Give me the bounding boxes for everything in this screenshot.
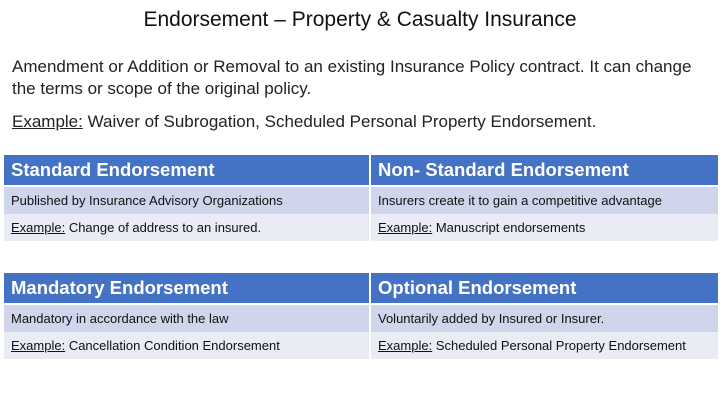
example-text: Cancellation Condition Endorsement: [65, 338, 280, 353]
table-header-row: Mandatory Endorsement Optional Endorseme…: [4, 273, 720, 304]
cell-standard-example: Example: Change of address to an insured…: [4, 214, 371, 241]
mandatory-vs-optional-table: Mandatory Endorsement Optional Endorseme…: [4, 273, 720, 359]
example-text: Change of address to an insured.: [65, 220, 262, 235]
example-text: Waiver of Subrogation, Scheduled Persona…: [82, 112, 597, 131]
header-mandatory: Mandatory Endorsement: [4, 273, 371, 304]
header-non-standard: Non- Standard Endorsement: [370, 155, 720, 186]
table-row: Example: Cancellation Condition Endorsem…: [4, 332, 720, 359]
table-row: Published by Insurance Advisory Organiza…: [4, 185, 720, 214]
table-header-row: Standard Endorsement Non- Standard Endor…: [4, 155, 720, 186]
cell-non-standard-example: Example: Manuscript endorsements: [370, 214, 720, 241]
cell-optional-example: Example: Scheduled Personal Property End…: [370, 332, 720, 359]
table-row: Example: Change of address to an insured…: [4, 214, 720, 241]
slide-title: Endorsement – Property & Casualty Insura…: [143, 8, 577, 31]
cell-optional-description: Voluntarily added by Insured or Insurer.: [370, 303, 720, 332]
cell-standard-description: Published by Insurance Advisory Organiza…: [4, 185, 371, 214]
example-label: Example:: [11, 338, 66, 353]
cell-mandatory-description: Mandatory in accordance with the law: [4, 303, 371, 332]
example-label: Example:: [11, 220, 66, 235]
cell-non-standard-description: Insurers create it to gain a competitive…: [370, 185, 720, 214]
definition-text: Amendment or Addition or Removal to an e…: [12, 57, 692, 98]
example-label: Example:: [378, 220, 433, 235]
header-optional: Optional Endorsement: [370, 273, 720, 304]
table-row: Mandatory in accordance with the law Vol…: [4, 303, 720, 332]
example-label: Example:: [378, 338, 433, 353]
example-line: Example: Waiver of Subrogation, Schedule…: [12, 112, 596, 132]
example-label: Example:: [12, 112, 83, 131]
standard-vs-nonstandard-table: Standard Endorsement Non- Standard Endor…: [4, 155, 720, 241]
header-standard: Standard Endorsement: [4, 155, 371, 186]
example-text: Scheduled Personal Property Endorsement: [432, 338, 686, 353]
cell-mandatory-example: Example: Cancellation Condition Endorsem…: [4, 332, 371, 359]
example-text: Manuscript endorsements: [432, 220, 586, 235]
